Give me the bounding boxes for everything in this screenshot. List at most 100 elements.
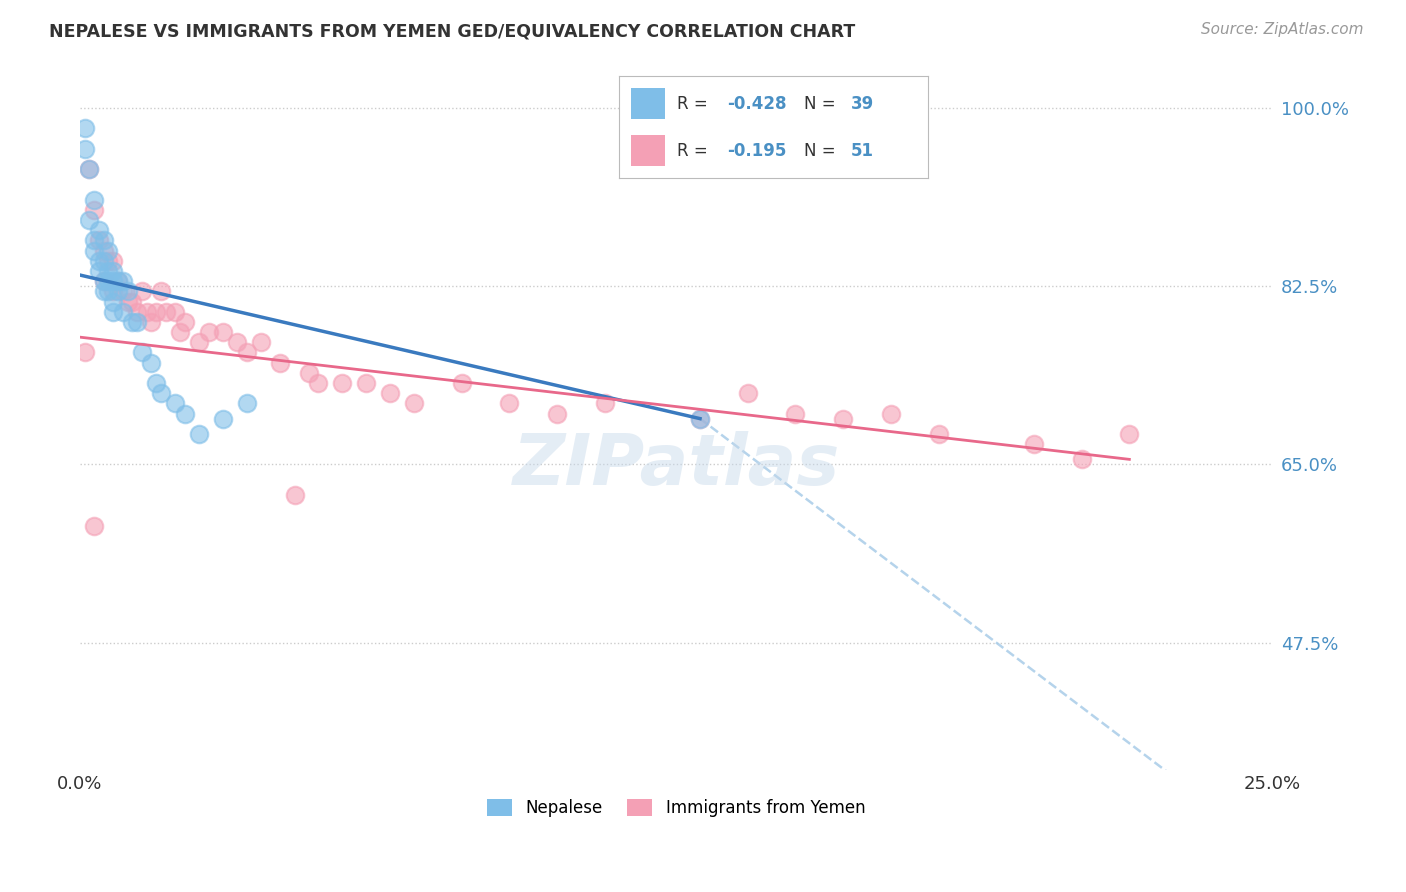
Point [83, 202, 105, 217]
Point [83, 234, 105, 248]
Text: ZIPatlas: ZIPatlas [513, 431, 839, 500]
Point [87, 234, 110, 248]
Point [107, 285, 129, 299]
Point [103, 285, 125, 299]
Point [111, 274, 134, 288]
Point [155, 304, 177, 318]
Point [111, 304, 134, 318]
Text: R =: R = [678, 142, 713, 160]
Point [111, 285, 134, 299]
Point [97, 264, 120, 278]
Point [165, 304, 187, 318]
Point [145, 304, 167, 318]
Point [131, 285, 153, 299]
Point [250, 335, 273, 350]
Point [97, 274, 120, 288]
Point [737, 386, 759, 401]
Point [83, 244, 105, 258]
Point [402, 396, 425, 410]
Point [880, 407, 903, 421]
Point [1070, 452, 1092, 467]
Point [928, 426, 950, 441]
Point [212, 325, 235, 339]
Bar [631, 88, 665, 119]
Text: 51: 51 [851, 142, 873, 160]
Point [188, 426, 211, 441]
Point [149, 285, 172, 299]
Point [131, 345, 153, 359]
Text: Source: ZipAtlas.com: Source: ZipAtlas.com [1201, 22, 1364, 37]
Point [354, 376, 377, 390]
Point [117, 294, 139, 309]
Point [103, 253, 125, 268]
Point [73, 345, 96, 359]
Point [87, 253, 110, 268]
Point [79, 162, 101, 177]
Point [1118, 426, 1140, 441]
Point [117, 285, 139, 299]
Point [103, 304, 125, 318]
Point [330, 376, 353, 390]
Point [283, 488, 305, 502]
Point [197, 325, 219, 339]
Point [145, 376, 167, 390]
Text: N =: N = [804, 95, 841, 112]
Point [298, 366, 321, 380]
Point [127, 304, 149, 318]
Text: R =: R = [678, 95, 713, 112]
Point [173, 315, 195, 329]
Bar [631, 136, 665, 166]
Point [107, 274, 129, 288]
Point [236, 396, 259, 410]
Point [378, 386, 401, 401]
Point [121, 294, 143, 309]
Point [87, 223, 110, 237]
Point [93, 244, 115, 258]
Point [135, 304, 157, 318]
Point [269, 356, 291, 370]
Point [93, 274, 115, 288]
Point [226, 335, 249, 350]
Point [141, 315, 163, 329]
Legend: Nepalese, Immigrants from Yemen: Nepalese, Immigrants from Yemen [481, 792, 872, 824]
Text: N =: N = [804, 142, 841, 160]
Point [832, 411, 855, 425]
Point [107, 274, 129, 288]
Point [93, 285, 115, 299]
Point [83, 193, 105, 207]
Point [87, 264, 110, 278]
Text: NEPALESE VS IMMIGRANTS FROM YEMEN GED/EQUIVALENCY CORRELATION CHART: NEPALESE VS IMMIGRANTS FROM YEMEN GED/EQ… [49, 22, 855, 40]
Text: 39: 39 [851, 95, 875, 112]
Point [97, 285, 120, 299]
Point [165, 396, 187, 410]
Point [149, 386, 172, 401]
Point [546, 407, 568, 421]
Point [1022, 437, 1045, 451]
Point [79, 162, 101, 177]
Point [689, 411, 711, 425]
Point [307, 376, 329, 390]
Point [169, 325, 191, 339]
Text: -0.195: -0.195 [727, 142, 786, 160]
Point [97, 253, 120, 268]
Point [188, 335, 211, 350]
Point [450, 376, 472, 390]
Point [93, 253, 115, 268]
Point [121, 315, 143, 329]
Point [212, 411, 235, 425]
Point [93, 234, 115, 248]
Point [73, 121, 96, 136]
Point [83, 518, 105, 533]
Point [97, 244, 120, 258]
Point [689, 411, 711, 425]
Point [498, 396, 520, 410]
Point [593, 396, 616, 410]
Point [127, 315, 149, 329]
Point [103, 264, 125, 278]
Point [79, 213, 101, 227]
Point [141, 356, 163, 370]
Text: -0.428: -0.428 [727, 95, 786, 112]
Point [93, 274, 115, 288]
Point [236, 345, 259, 359]
Point [173, 407, 195, 421]
